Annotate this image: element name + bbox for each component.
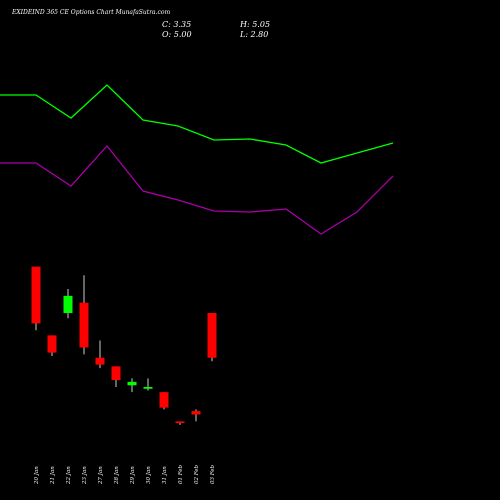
date-label: 02 Feb [194,464,200,484]
candle-8 [159,392,169,410]
indicator-lines [0,84,394,235]
candle-body [63,295,73,314]
date-label: 30 Jan [146,466,152,484]
lower-indicator-line [0,144,394,235]
candle-body [207,313,217,358]
low-value: L: 2.80 [240,30,269,39]
chart-title: EXIDEIND 365 CE Options Chart MunafaSutr… [12,9,171,16]
candle-2 [63,288,73,319]
candle-0 [31,266,41,331]
candle-11 [207,313,217,362]
date-label: 01 Feb [178,464,184,484]
date-label: 20 Jan [34,466,40,485]
candle-6 [127,378,137,393]
candle-3 [79,275,89,355]
date-label: 23 Jan [82,466,88,485]
candle-body [159,392,169,408]
date-labels: 20 Jan 21 Jan 22 Jan 23 Jan 27 Jan 28 Jan 29 J… [34,464,216,485]
candle-9 [175,421,185,425]
candle-body [47,335,57,353]
candle-10 [191,409,201,422]
open-value: O: 5.00 [162,30,192,39]
date-label: 03 Feb [210,464,216,484]
candle-1 [47,335,57,357]
candle-5 [111,366,121,387]
candle-body [79,302,89,348]
candle-body [175,421,185,424]
candle-body [95,357,105,365]
candle-4 [95,340,105,369]
candle-7 [143,378,153,391]
candle-body [31,266,41,324]
date-label: 28 Jan [114,466,120,485]
date-label: 27 Jan [98,466,104,485]
date-label: 22 Jan [66,466,72,485]
candles [31,266,217,425]
upper-indicator-line [0,84,394,164]
candle-body [127,381,137,386]
candle-body [191,411,201,415]
date-label: 21 Jan [50,466,56,485]
date-label: 31 Jan [162,466,168,484]
candle-body [111,366,121,381]
close-value: C: 3.35 [162,20,192,29]
date-label: 29 Jan [130,466,136,485]
high-value: H: 5.05 [240,20,271,29]
candle-body [143,387,153,389]
